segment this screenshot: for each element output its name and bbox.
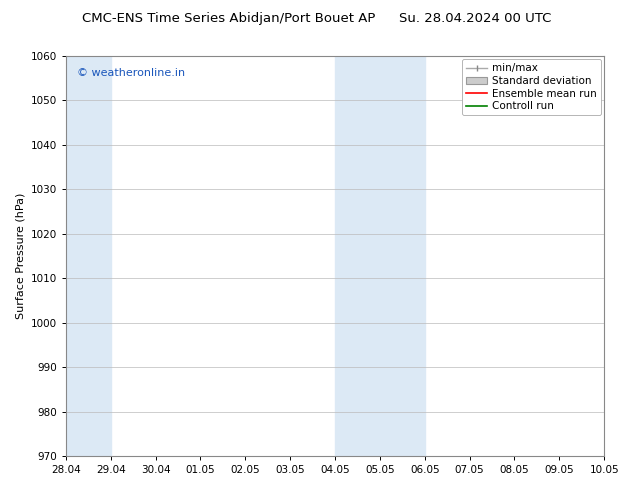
Text: © weatheronline.in: © weatheronline.in xyxy=(77,68,184,78)
Y-axis label: Surface Pressure (hPa): Surface Pressure (hPa) xyxy=(15,193,25,319)
Bar xyxy=(66,56,111,456)
Legend: min/max, Standard deviation, Ensemble mean run, Controll run: min/max, Standard deviation, Ensemble me… xyxy=(462,59,601,115)
Bar xyxy=(335,56,425,456)
Text: CMC-ENS Time Series Abidjan/Port Bouet AP: CMC-ENS Time Series Abidjan/Port Bouet A… xyxy=(82,12,376,25)
Text: Su. 28.04.2024 00 UTC: Su. 28.04.2024 00 UTC xyxy=(399,12,552,25)
